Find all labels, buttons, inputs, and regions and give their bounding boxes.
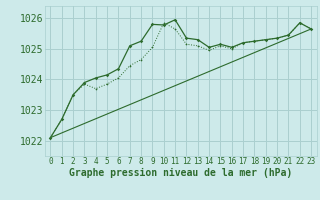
X-axis label: Graphe pression niveau de la mer (hPa): Graphe pression niveau de la mer (hPa) <box>69 168 292 178</box>
